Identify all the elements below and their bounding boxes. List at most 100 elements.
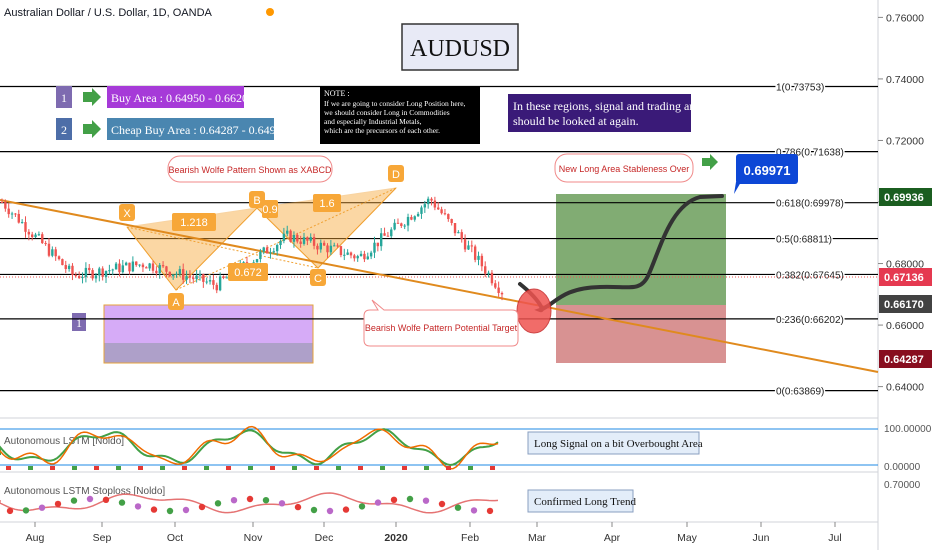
- candle-body: [339, 246, 343, 256]
- candle-body: [175, 273, 178, 275]
- candle-body: [218, 276, 222, 291]
- stoploss-dot: [470, 507, 478, 514]
- time-tick-label: Jul: [828, 532, 841, 544]
- candle-body: [487, 272, 490, 274]
- candle-body: [7, 208, 10, 215]
- candle-body: [145, 267, 148, 269]
- stoploss-dot: [294, 503, 302, 511]
- candle-body: [467, 245, 470, 250]
- candle-body: [185, 276, 188, 280]
- ratio-label: 1.218: [180, 217, 208, 229]
- candle-body: [0, 202, 4, 203]
- regions-note: In these regions, signal and trading are…: [508, 94, 709, 132]
- lstm-panel: Autonomous LSTM [Noldo] Long Signal on a…: [0, 424, 932, 473]
- candle-body: [282, 233, 286, 241]
- candle-body: [158, 265, 161, 274]
- lstm-signal-mark: [182, 466, 187, 470]
- candle-body: [302, 237, 306, 244]
- candle-body: [453, 223, 457, 234]
- stoploss-dot: [390, 496, 398, 503]
- symbol-label: AUDUSD: [410, 36, 510, 62]
- candle-body: [168, 271, 171, 277]
- candle-body: [379, 233, 383, 247]
- fib-level-label: 0.618(0.69978): [776, 199, 844, 210]
- fib-level-label: 1(0.73753): [776, 83, 824, 94]
- time-tick-label: May: [677, 532, 698, 544]
- price-badge: [879, 188, 932, 206]
- stoploss-dot: [118, 499, 126, 506]
- time-tick-label: Dec: [315, 532, 334, 544]
- candle-body: [192, 277, 195, 280]
- candle-body: [94, 275, 98, 279]
- candle-body: [44, 243, 47, 245]
- candle-body: [265, 247, 269, 254]
- stoploss-line: [0, 492, 499, 514]
- callout-text: New Long Area Stableness Over: [559, 164, 690, 174]
- stoploss-dot: [198, 503, 206, 511]
- note-line: we should consider Long in Commodities: [324, 108, 450, 117]
- legend-number: 2: [61, 123, 67, 137]
- candle-body: [155, 270, 158, 274]
- lstm-signal-mark: [402, 466, 407, 470]
- stoploss-dot: [246, 495, 254, 503]
- trend-line: [0, 199, 879, 373]
- fib-level-label: 0.382(0.67645): [776, 270, 844, 281]
- stoploss-dot: [134, 503, 142, 510]
- candle-body: [460, 232, 463, 240]
- panel-tick: 0.70000: [884, 480, 921, 491]
- candle-body: [128, 262, 131, 272]
- price-badge-label: 0.67136: [884, 272, 924, 284]
- candle-body: [71, 265, 74, 275]
- panel-label: Long Signal on a bit Overbought Area: [534, 438, 703, 450]
- candle-body: [494, 283, 497, 288]
- candle-body: [343, 254, 346, 256]
- arrow-right-icon: [702, 154, 718, 170]
- stoploss-panel: Autonomous LSTM Stoploss [Noldo] Confirm…: [0, 480, 921, 515]
- candle-body: [77, 276, 81, 279]
- zone-border: [103, 304, 314, 364]
- candle-body: [161, 265, 165, 267]
- price-tick-label: 0.66000: [886, 320, 924, 332]
- candle-body: [363, 253, 366, 260]
- regions-note-line: should be looked at again.: [513, 114, 639, 128]
- candle-body: [34, 234, 37, 238]
- stoploss-dot: [374, 499, 382, 506]
- candle-body: [369, 252, 373, 257]
- time-tick-label: 2020: [384, 532, 408, 544]
- callout-new-long: New Long Area Stableness Over: [554, 153, 694, 183]
- price-badge: [879, 350, 932, 368]
- candle-body: [24, 222, 27, 232]
- candle-body: [27, 231, 31, 235]
- stoploss-dot: [406, 495, 414, 503]
- candle-body: [309, 237, 312, 241]
- candle-body: [484, 266, 487, 274]
- lstm-signal-mark: [94, 466, 99, 470]
- candle-body: [225, 277, 229, 279]
- candle-body: [306, 237, 309, 241]
- candle-body: [165, 266, 168, 272]
- candle-body: [490, 272, 494, 284]
- stoploss-dot: [182, 506, 190, 514]
- price-pane: 11(0.73753)0.786(0.71638)0.618(0.69978)0…: [0, 81, 879, 399]
- price-axis[interactable]: 0.760000.740000.720000.700000.680000.660…: [878, 12, 932, 394]
- stoploss-dot: [54, 500, 62, 508]
- candle-body: [135, 261, 138, 266]
- candle-body: [88, 267, 91, 271]
- stoploss-dot: [358, 503, 366, 510]
- candle-body: [275, 245, 279, 252]
- candle-body: [336, 245, 339, 247]
- wolfe-dashed: [126, 226, 319, 269]
- candle-body: [259, 251, 262, 260]
- pattern-point-a-box: [168, 293, 184, 310]
- candle-body: [346, 252, 349, 255]
- callout-wolfe-target: Bearish Wolfe Pattern Potential Target: [363, 299, 519, 347]
- stoploss-dot: [86, 495, 94, 503]
- lstm-signal-mark: [116, 466, 121, 470]
- ratio-label-box: [172, 213, 216, 231]
- time-axis[interactable]: Aug Sep Oct Nov Dec 2020 Feb Mar Apr May Jun Jul: [26, 522, 842, 544]
- candle-body: [349, 252, 353, 256]
- wolfe-dashed: [175, 187, 397, 291]
- candle-body: [272, 251, 276, 253]
- price-tick-label: 0.64000: [886, 382, 924, 394]
